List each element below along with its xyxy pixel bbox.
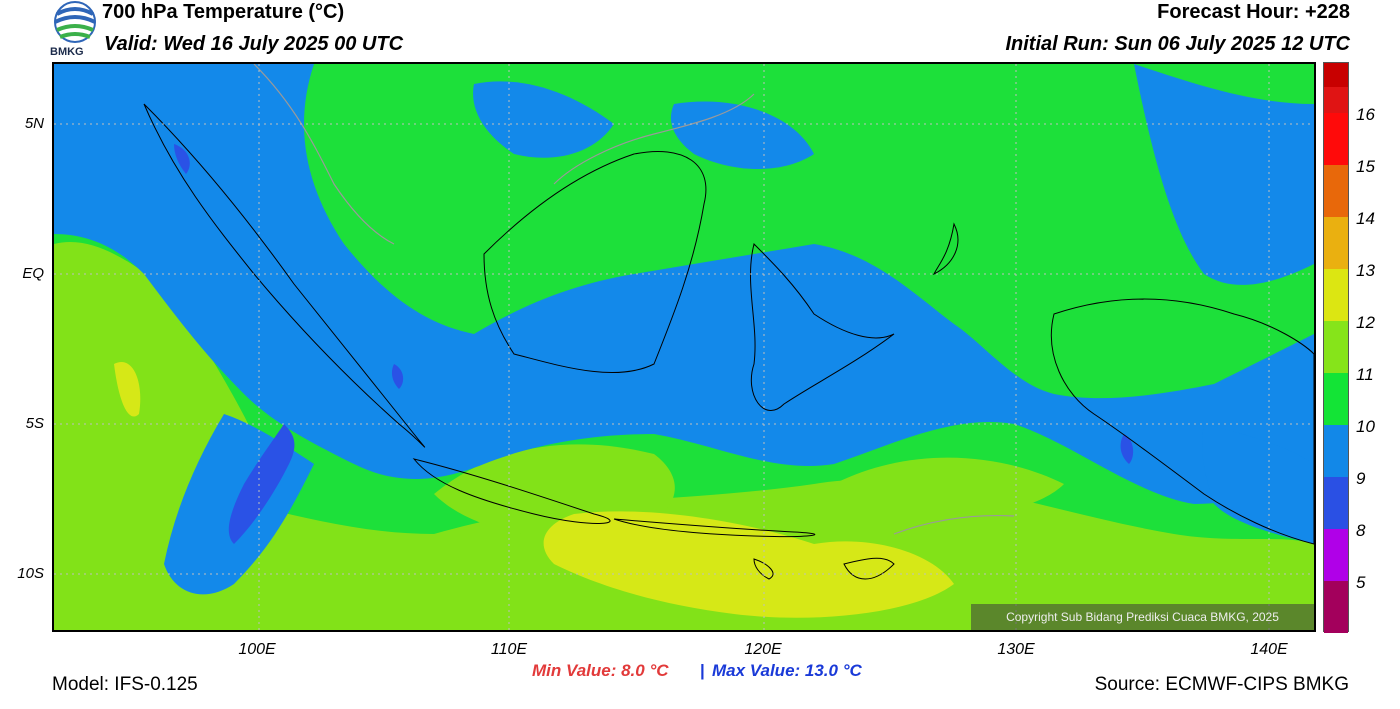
colorbar-label-14: 14 <box>1356 209 1375 228</box>
colorbar-label-16: 16 <box>1356 105 1375 124</box>
chart-title: 700 hPa Temperature (°C) <box>102 1 345 23</box>
max-value: Max Value: 13.0 °C <box>712 661 862 680</box>
min-value: Min Value: 8.0 °C <box>532 661 669 680</box>
lat-label-eq: EQ <box>22 265 44 282</box>
lat-label-5n: 5N <box>24 115 44 132</box>
colorbar-label-10: 10 <box>1356 417 1375 436</box>
colorbar-seg <box>1324 581 1348 633</box>
lon-label-100e: 100E <box>238 641 276 658</box>
colorbar-label-12: 12 <box>1356 313 1375 332</box>
colorbar-seg <box>1324 217 1348 269</box>
initial-run: Initial Run: Sun 06 July 2025 12 UTC <box>1005 33 1350 55</box>
temperature-map[interactable]: Copyright Sub Bidang Prediksi Cuaca BMKG… <box>52 62 1316 632</box>
lon-label-130e: 130E <box>997 641 1035 658</box>
lon-label-140e: 140E <box>1250 641 1288 658</box>
colorbar-label-11: 11 <box>1356 365 1374 384</box>
map-fields <box>54 64 1314 630</box>
lat-label-10s: 10S <box>17 565 44 582</box>
colorbar-label-5: 5 <box>1356 573 1366 592</box>
colorbar-seg <box>1324 425 1348 477</box>
colorbar-seg <box>1324 165 1348 217</box>
forecast-hour: Forecast Hour: +228 <box>1157 1 1350 23</box>
colorbar-seg <box>1324 113 1348 165</box>
colorbar-seg <box>1324 529 1348 581</box>
lat-label-5s: 5S <box>25 415 44 432</box>
colorbar-seg <box>1324 477 1348 529</box>
colorbar-seg <box>1324 373 1348 425</box>
colorbar-label-9: 9 <box>1356 469 1366 488</box>
value-separator: | <box>700 661 705 680</box>
colorbar-label-8: 8 <box>1356 521 1366 540</box>
colorbar-seg <box>1324 321 1348 373</box>
colorbar <box>1323 62 1349 633</box>
logo-text: BMKG <box>50 46 84 58</box>
data-source: Source: ECMWF-CIPS BMKG <box>1094 674 1349 695</box>
colorbar-seg <box>1324 269 1348 321</box>
colorbar-label-13: 13 <box>1356 261 1375 280</box>
lon-label-110e: 110E <box>490 641 528 658</box>
bmkg-logo <box>50 0 100 60</box>
colorbar-seg <box>1324 63 1348 87</box>
lon-label-120e: 120E <box>744 641 782 658</box>
valid-time: Valid: Wed 16 July 2025 00 UTC <box>104 33 404 55</box>
model-name: Model: IFS-0.125 <box>52 674 198 695</box>
colorbar-seg <box>1324 87 1348 113</box>
colorbar-label-15: 15 <box>1356 157 1375 176</box>
copyright-note: Copyright Sub Bidang Prediksi Cuaca BMKG… <box>971 604 1314 630</box>
